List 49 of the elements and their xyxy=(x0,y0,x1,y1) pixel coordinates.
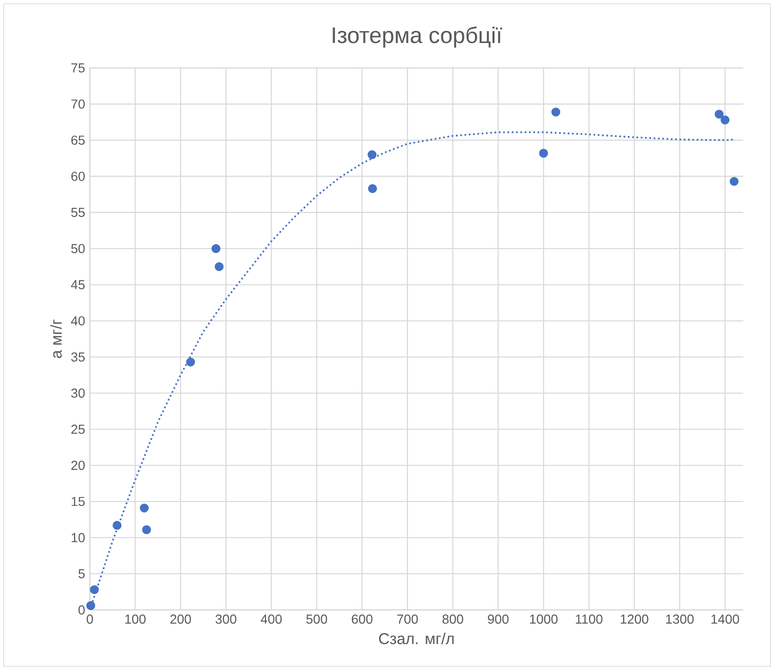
point xyxy=(551,108,560,116)
y-axis-title: а мг/г xyxy=(50,320,62,358)
y-tick-label: 70 xyxy=(71,99,85,109)
x-tick-label: 500 xyxy=(306,614,328,624)
y-tick-label: 5 xyxy=(78,569,85,578)
y-tick-label: 0 xyxy=(78,605,85,615)
x-tick-label: 400 xyxy=(260,614,282,624)
point xyxy=(112,520,122,530)
y-tick-label: 50 xyxy=(71,244,85,254)
x-tick-label: 1200 xyxy=(620,614,648,624)
x-tick-label: 1400 xyxy=(712,614,740,624)
point xyxy=(730,176,739,186)
x-tick-label: 300 xyxy=(216,614,236,624)
y-tick-label: 40 xyxy=(71,316,85,326)
point xyxy=(714,110,724,119)
x-tick-label: 800 xyxy=(442,614,464,624)
x-tick-label: 100 xyxy=(125,614,146,624)
y-tick-label: 15 xyxy=(72,496,85,506)
y-tick-label: 45 xyxy=(71,280,85,290)
y-tick-label: 25 xyxy=(71,424,85,434)
x-tick-label: 600 xyxy=(352,614,372,624)
point xyxy=(212,244,220,254)
y-tick-label: 75 xyxy=(71,63,85,72)
point xyxy=(368,184,377,194)
x-tick-label: 700 xyxy=(397,614,418,624)
point xyxy=(539,148,548,158)
point xyxy=(720,116,730,124)
x-axis-title: Сзал. мг/л xyxy=(379,632,454,644)
point xyxy=(368,150,376,160)
y-tick-label: 10 xyxy=(72,533,85,542)
point xyxy=(90,585,99,594)
y-tick-label: 60 xyxy=(71,172,85,181)
y-tick-label: 35 xyxy=(71,352,85,362)
chart-title: Ізотерма сорбції xyxy=(332,26,502,48)
x-tick-label: 1300 xyxy=(666,614,694,624)
y-tick-label: 55 xyxy=(71,208,85,217)
point xyxy=(140,504,149,512)
point xyxy=(214,262,224,272)
x-tick-label: 1000 xyxy=(530,614,558,624)
x-tick-label: 0 xyxy=(86,614,93,624)
y-tick-label: 65 xyxy=(71,136,85,145)
x-tick-label: 900 xyxy=(488,614,509,624)
point xyxy=(186,358,195,366)
point xyxy=(86,601,96,610)
x-tick-label: 1100 xyxy=(576,614,602,624)
x-tick-label: 200 xyxy=(170,614,191,624)
point xyxy=(142,525,151,534)
y-tick-label: 20 xyxy=(71,460,85,470)
y-tick-label: 30 xyxy=(71,388,85,398)
